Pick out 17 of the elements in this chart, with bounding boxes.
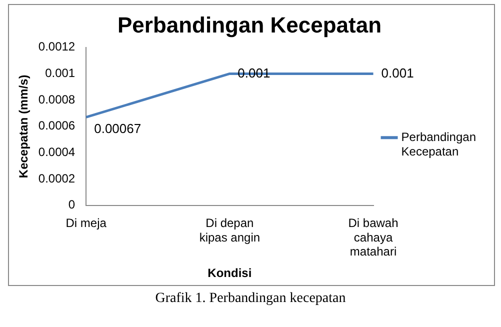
y-tick-label: 0.0012 (38, 40, 76, 54)
y-tick-label: 0.0006 (38, 118, 76, 133)
data-label: 0.00067 (94, 120, 142, 136)
text: Grafik 1. Perbandingan kecepatan (154, 291, 347, 307)
x-axis-title: Kondisi (208, 266, 252, 280)
x-tick-label: Di meja (66, 216, 107, 230)
x-tick-label: Di depan kipas angin (199, 216, 260, 244)
x-tick-label: Di bawah cahaya matahari (348, 216, 398, 259)
y-tick-label: 0 (68, 198, 76, 212)
chart-title: Perbandingan Kecepatan (117, 12, 382, 38)
y-tick-label: 0.0008 (38, 92, 76, 106)
y-axis-title: Kecepatan (mm/s) (16, 74, 31, 178)
y-tick-label: 0.0002 (38, 171, 76, 186)
y-tick-label: 0.001 (45, 66, 76, 80)
legend-label: Perbandingan Kecepatan (401, 130, 476, 158)
y-tick-label: 0.0004 (38, 145, 76, 160)
data-label: 0.001 (381, 65, 414, 80)
